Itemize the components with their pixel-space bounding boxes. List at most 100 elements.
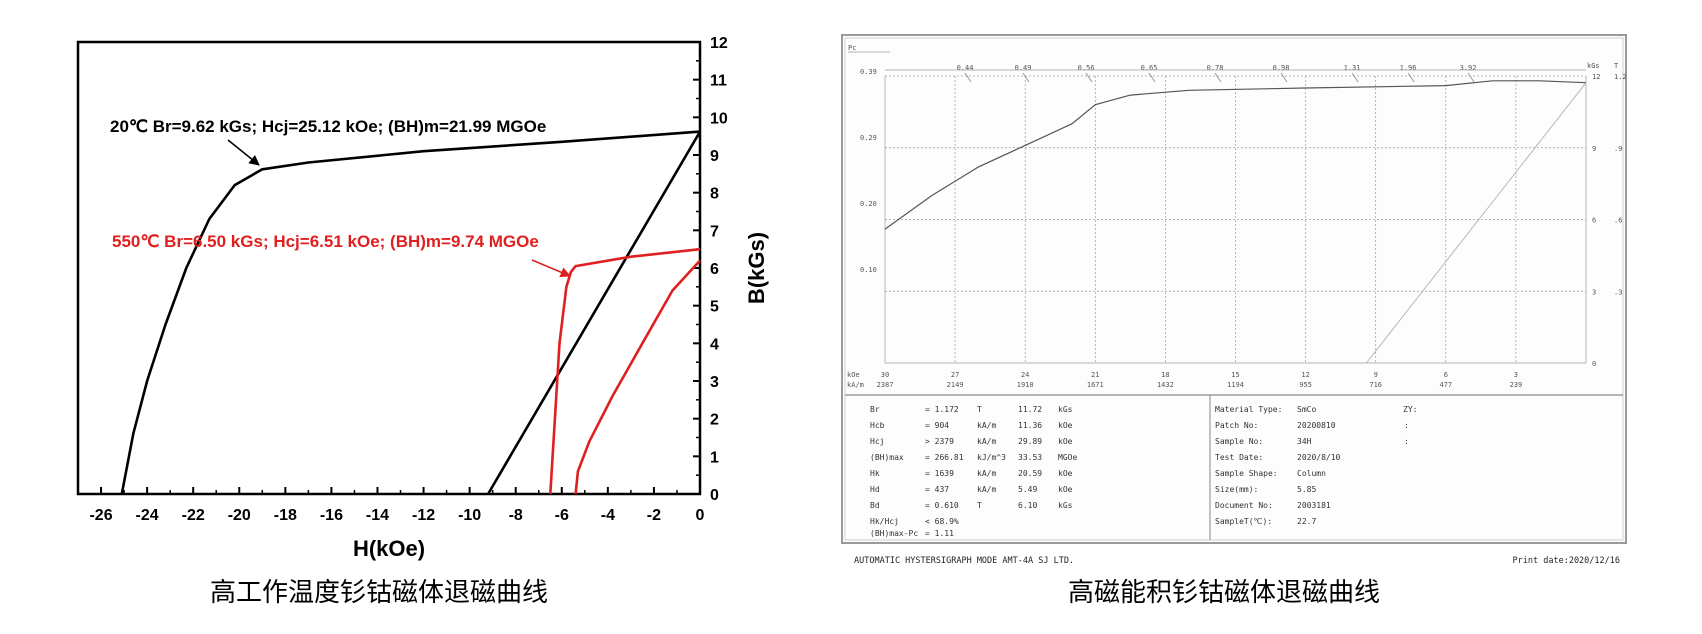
param-cell: 29.89 [1018, 437, 1042, 446]
param-cell: 33.53 [1018, 453, 1042, 462]
param-cell: Br [870, 405, 880, 414]
top-tick-mark [964, 72, 972, 83]
right-tick-t: .3 [1614, 288, 1622, 296]
info-label: Material Type: [1215, 405, 1282, 414]
x-tick-koe: 9 [1374, 371, 1378, 379]
plot-frame [76, 40, 702, 496]
info-label: SampleT(℃): [1215, 517, 1272, 526]
paper-frame [841, 34, 1627, 544]
param-cell: kGs [1058, 501, 1073, 510]
zy-mark: : [1404, 421, 1409, 430]
param-cell: 11.72 [1018, 405, 1042, 414]
top-tick-mark [1280, 72, 1288, 83]
top-tick-mark [1148, 72, 1156, 83]
right-tick-kgs: 12 [1592, 73, 1600, 81]
top-tick-label: 3.92 [1460, 64, 1477, 72]
param-cell: (BH)max [870, 453, 904, 462]
x-tick-koe: 3 [1514, 371, 1518, 379]
footer-left: AUTOMATIC HYSTERSIGRAPH MODE AMT-4A SJ L… [854, 556, 1074, 566]
param-cell: Bd [870, 501, 880, 510]
param-cell: Hk/Hcj [870, 517, 899, 526]
left-demagnetization-chart: -26 -24 -22 -20 -18 -16 -14 -12 -10 -8 -6 -4 -2 00123… [76, 35, 769, 561]
top-tick-mark [1351, 72, 1359, 83]
x-tick-koe: 15 [1231, 371, 1239, 379]
annotation-550c: 550℃ Br=6.50 kGs; Hcj=6.51 kOe; (BH)m=9.… [112, 232, 539, 251]
top-tick-mark [1214, 72, 1222, 83]
param-cell: kJ/m^3 [977, 453, 1006, 462]
x-tick-koe: 27 [951, 371, 959, 379]
param-cell: > 2379 [925, 437, 954, 446]
zy-label: ZY: [1403, 405, 1417, 414]
param-cell: kA/m [977, 421, 996, 430]
x-tick-koe: 6 [1444, 371, 1448, 379]
curve-series-2 [486, 130, 702, 495]
info-label: Patch No: [1215, 421, 1258, 430]
x-tick-koe: 18 [1161, 371, 1169, 379]
x-tick-kam: 716 [1369, 381, 1382, 389]
y-tick-label: 5 [710, 299, 719, 316]
y-axis-title: B(kGs) [744, 232, 769, 304]
annotation-arrow-550c [531, 259, 571, 278]
param-cell: kOe [1058, 469, 1073, 478]
left-caption: 高工作温度钐钴磁体退磁曲线 [210, 578, 549, 608]
param-cell: Hd [870, 485, 880, 494]
x-axis-title: H(kOe) [353, 536, 425, 561]
info-value: Column [1297, 469, 1326, 478]
x-tick-kam: 2387 [877, 381, 894, 389]
param-cell: Hcb [870, 421, 885, 430]
param-cell: T [977, 405, 982, 414]
param-cell: (BH)max-Pc [870, 529, 918, 538]
right-hysteresigraph-printout: Pc0.44 0.49 0.56 0.65 0.78 0.98 1.31 1.96 3.920.… [841, 34, 1627, 566]
param-cell: = 904 [925, 421, 949, 430]
y-tick-label: 3 [710, 374, 719, 391]
x-tick-label: -26 [89, 507, 112, 524]
x-tick-label: -8 [509, 507, 523, 524]
x-tick-koe: 24 [1021, 371, 1029, 379]
left-tick-label: 0.39 [860, 68, 877, 76]
param-cell: = 1639 [925, 469, 954, 478]
right-tick-kgs: 3 [1592, 288, 1596, 296]
x-tick-kam: 955 [1299, 381, 1312, 389]
x-tick-kam: 2149 [947, 381, 964, 389]
param-cell: T [977, 501, 982, 510]
y-tick-label: 7 [710, 223, 719, 240]
param-cell: kOe [1058, 485, 1073, 494]
x-tick-label: -10 [458, 507, 481, 524]
x-tick-kam: 1671 [1087, 381, 1104, 389]
printout-curve-load [1366, 82, 1587, 364]
info-value: 34H [1297, 437, 1312, 446]
param-cell: Hcj [870, 437, 884, 446]
right-tick-t: .9 [1614, 145, 1622, 153]
y-tick-label: 8 [710, 186, 719, 203]
param-cell: 6.10 [1018, 501, 1037, 510]
right-tick-kgs: 0 [1592, 360, 1596, 368]
x-tick-label: -12 [412, 507, 435, 524]
right-tick-kgs: 9 [1592, 145, 1596, 153]
param-cell: kA/m [977, 485, 996, 494]
footer-right: Print date:2020/12/16 [1513, 556, 1620, 566]
info-label: Sample No: [1215, 437, 1263, 446]
right-caption: 高磁能积钐钴磁体退磁曲线 [1068, 578, 1381, 608]
top-tick-label: 0.78 [1207, 64, 1224, 72]
info-value: 2020/8/10 [1297, 453, 1341, 462]
x-tick-label: -22 [182, 507, 205, 524]
y-tick-label: 6 [710, 261, 719, 278]
top-tick-mark [1407, 72, 1415, 83]
param-cell: 20.59 [1018, 469, 1042, 478]
info-value: 2003181 [1297, 501, 1331, 510]
top-tick-label: 0.44 [957, 64, 974, 72]
info-value: SmCo [1297, 405, 1316, 414]
x-tick-koe: 12 [1301, 371, 1309, 379]
x-unit-koe: kOe [847, 371, 860, 379]
info-value: 22.7 [1297, 517, 1316, 526]
right-unit-kgs: kGs [1587, 62, 1600, 70]
x-tick-label: -14 [366, 507, 389, 524]
top-tick-mark [1022, 72, 1030, 83]
y-tick-label: 4 [710, 336, 719, 353]
param-cell: = 1.11 [925, 529, 954, 538]
x-tick-kam: 1432 [1157, 381, 1174, 389]
x-tick-label: -4 [601, 507, 615, 524]
x-unit-kam: kA/m [847, 381, 864, 389]
zy-mark: : [1404, 437, 1409, 446]
x-tick-koe: 30 [881, 371, 889, 379]
